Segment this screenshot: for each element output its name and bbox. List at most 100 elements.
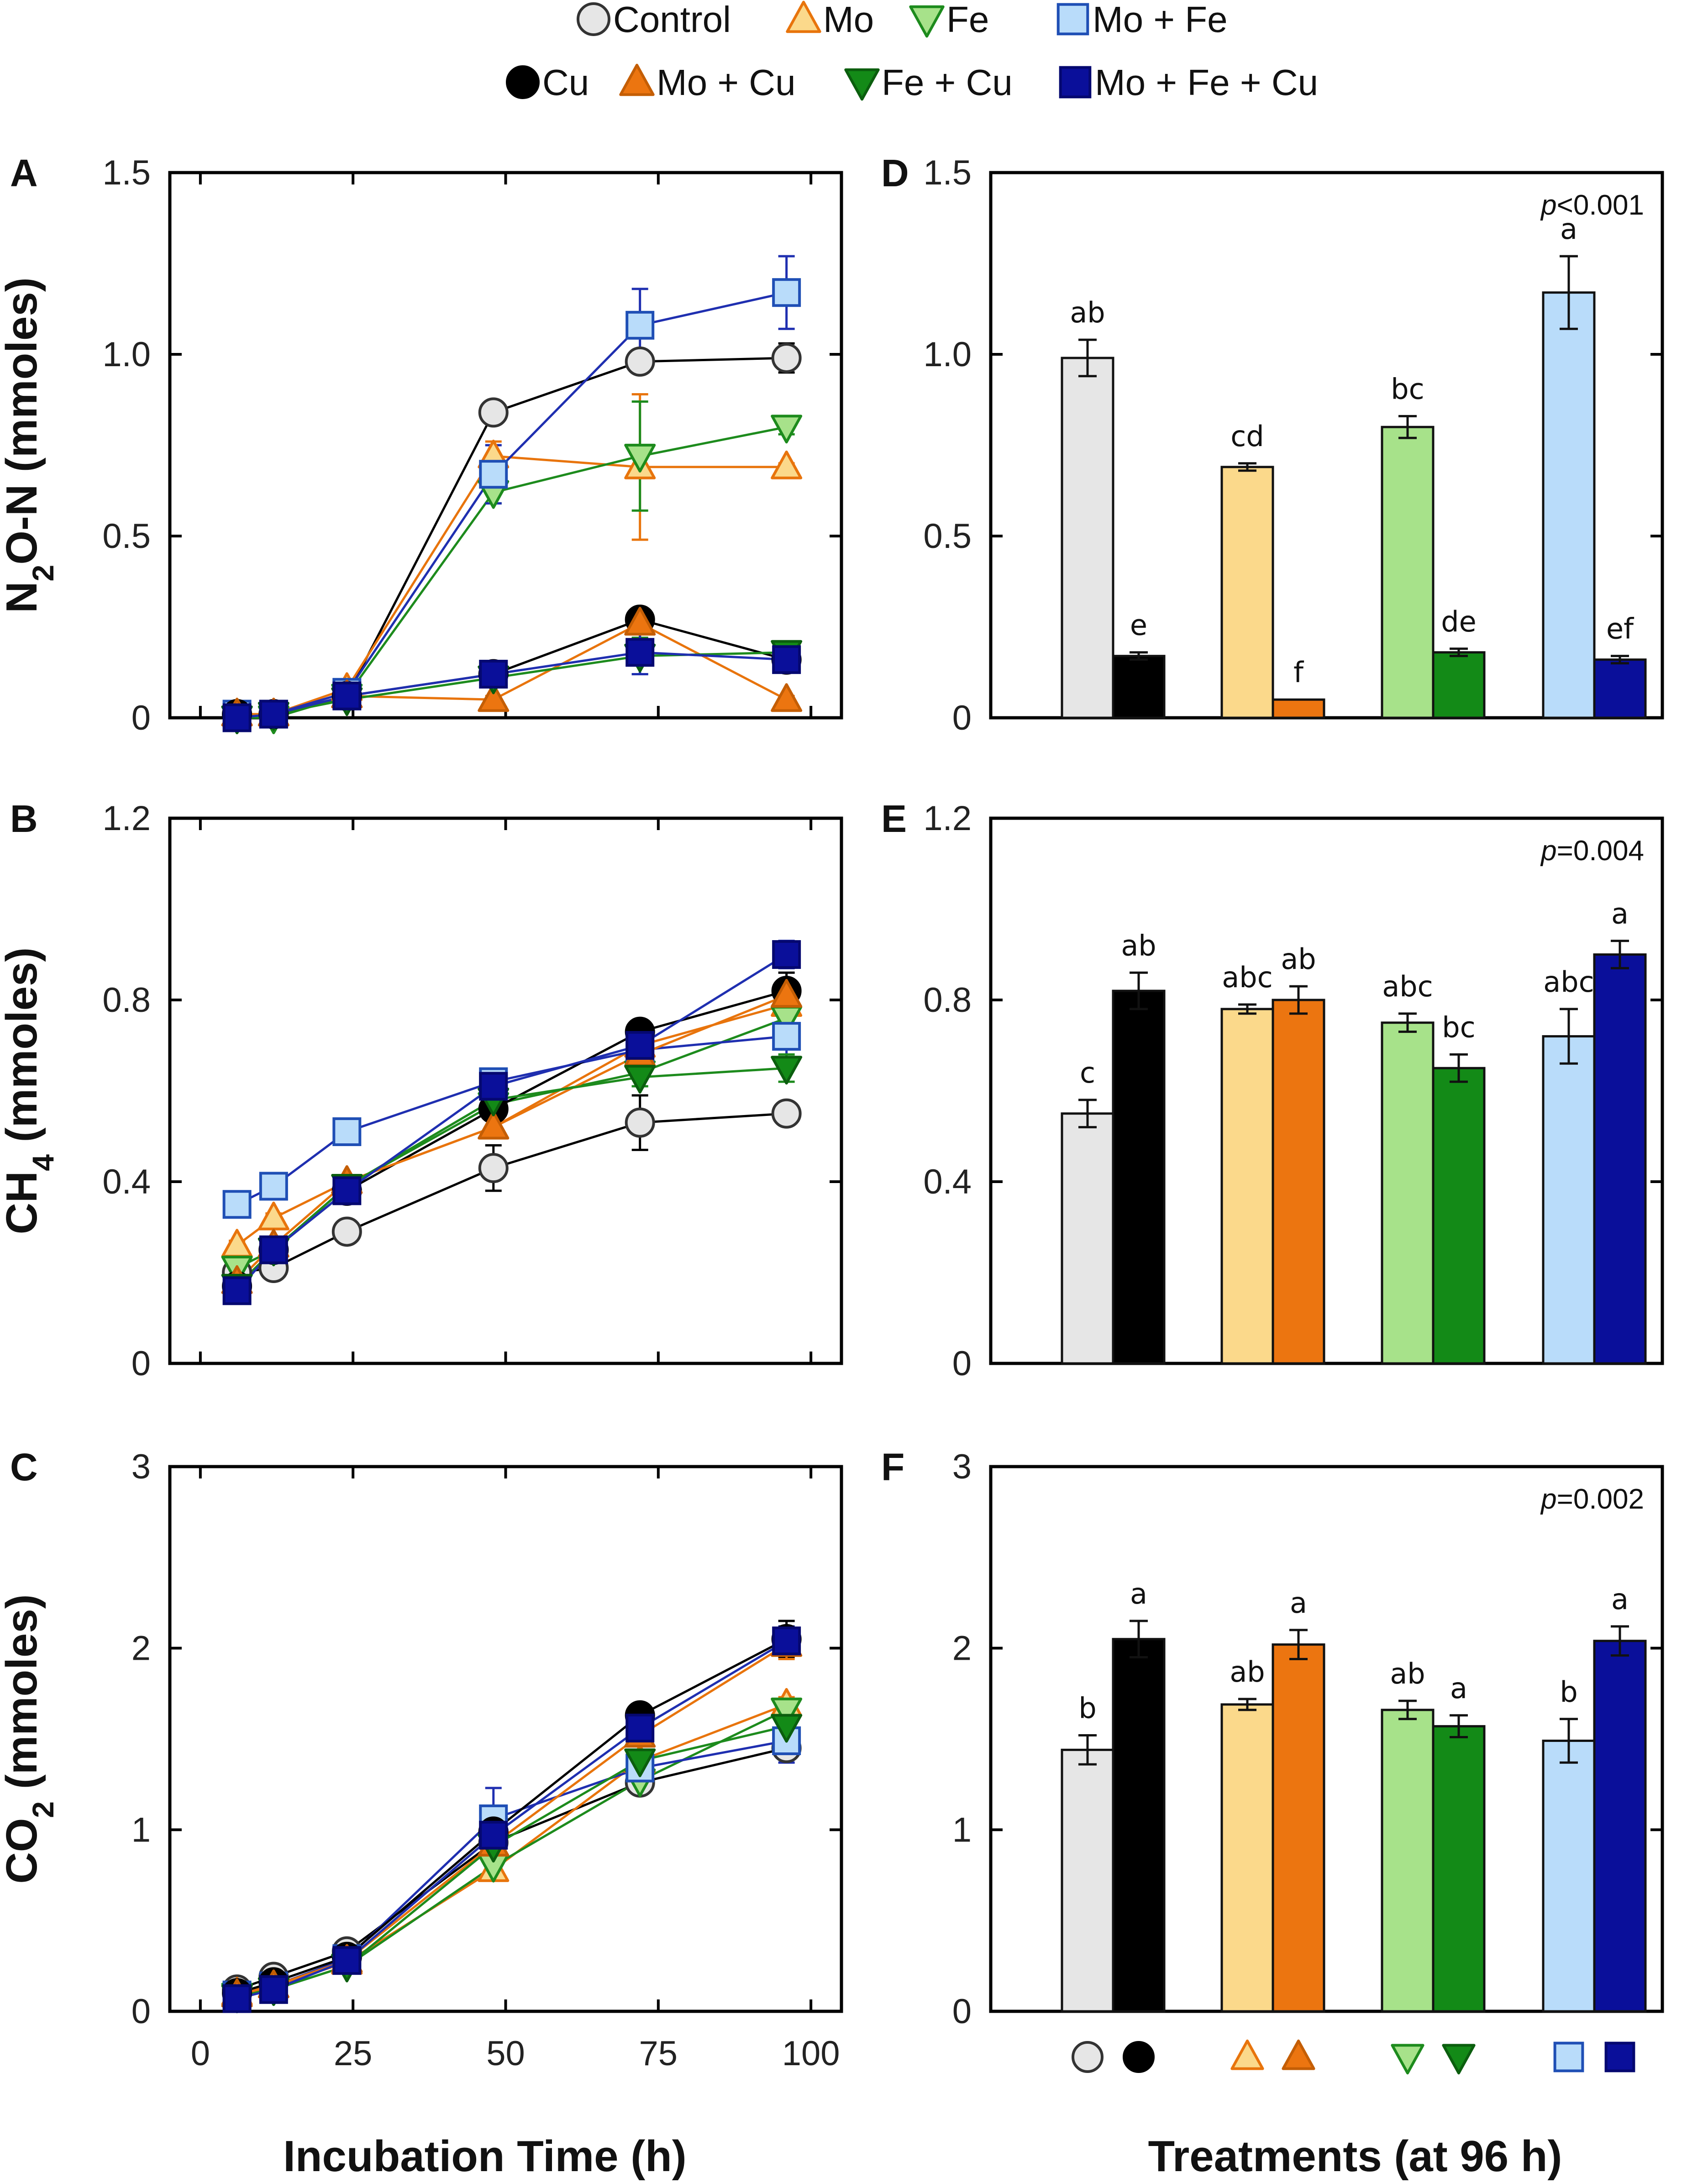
series-line-control bbox=[236, 1746, 787, 1991]
legend-marker-mo bbox=[786, 0, 821, 33]
data-point-fe bbox=[624, 443, 656, 473]
treatment-marker-mo_cu bbox=[1282, 2039, 1315, 2070]
data-point-mo_fe_cu bbox=[332, 1946, 362, 1975]
significance-letter-mo_cu: f bbox=[1293, 656, 1304, 689]
data-point-control bbox=[625, 1107, 655, 1138]
legend-label-control: Control bbox=[613, 0, 731, 40]
bar-control bbox=[1061, 357, 1114, 719]
x-tick-label: 25 bbox=[334, 2034, 373, 2073]
significance-letter-cu: e bbox=[1130, 609, 1147, 642]
data-point-mo_fe_cu bbox=[222, 1276, 252, 1305]
series-line-control bbox=[237, 357, 787, 715]
panel-C-points bbox=[221, 1624, 803, 2014]
series-line-fe bbox=[236, 1017, 787, 1269]
legend-label-mo_cu: Mo + Cu bbox=[657, 62, 796, 103]
significance-letter-mo_fe: a bbox=[1560, 212, 1577, 246]
bar-fe bbox=[1381, 1709, 1435, 2013]
panel-C-ytick-label: 0 bbox=[131, 1992, 151, 2031]
bar-mo_fe bbox=[1542, 291, 1596, 719]
data-point-mo_fe_cu bbox=[772, 940, 801, 969]
data-point-mo_fe_cu bbox=[259, 700, 288, 729]
panel-B-ytick-label: 0 bbox=[131, 1344, 151, 1383]
panel-E-ytick-label: 0 bbox=[952, 1344, 972, 1383]
data-point-mo_fe bbox=[772, 278, 801, 307]
significance-letter-fe: abc bbox=[1382, 970, 1433, 1003]
panel-A-ytick-label: 0.5 bbox=[102, 517, 151, 556]
legend-label-fe_cu: Fe + Cu bbox=[882, 62, 1013, 103]
significance-letter-mo_fe: b bbox=[1560, 1675, 1577, 1709]
panel-F-frame bbox=[989, 1465, 1664, 2013]
significance-letter-control: ab bbox=[1070, 296, 1105, 329]
data-point-mo_cu bbox=[771, 683, 803, 712]
data-point-fe bbox=[771, 415, 803, 444]
panel-D: 0 0.5 1.0 1.5 Dp<0.001 ab e cd f bc de a ef bbox=[881, 152, 1664, 737]
data-point-mo_fe bbox=[479, 460, 508, 489]
legend-marker-fe_cu bbox=[844, 68, 880, 101]
x-axis-label: Incubation Time (h) bbox=[283, 2132, 687, 2181]
data-point-mo_cu bbox=[624, 607, 656, 636]
y-axis-label-B: CH4 (mmoles) bbox=[0, 947, 60, 1235]
legend-marker-fe bbox=[909, 5, 945, 38]
treatment-marker-cu bbox=[1123, 2041, 1155, 2073]
legend: Control Mo Fe Mo + Fe Cu Mo + Cu Fe + Cu Mo + F… bbox=[506, 0, 1318, 103]
treatment-marker-fe_cu bbox=[1442, 2044, 1476, 2075]
panel-A-lines bbox=[229, 255, 795, 723]
panel-label-F: F bbox=[881, 1446, 904, 1489]
data-point-mo_fe_cu bbox=[772, 645, 801, 674]
panel-E-ytick-label: 0.8 bbox=[923, 981, 972, 1020]
significance-letter-mo: ab bbox=[1230, 1655, 1265, 1689]
data-point-fe bbox=[771, 1697, 803, 1726]
significance-letter-mo_fe: abc bbox=[1543, 965, 1594, 999]
significance-letter-mo_cu: ab bbox=[1281, 942, 1316, 976]
bar-mo bbox=[1220, 1703, 1274, 2013]
data-point-mo_fe_cu bbox=[332, 1176, 362, 1205]
bar-fe bbox=[1381, 426, 1435, 719]
data-point-mo bbox=[221, 1229, 253, 1258]
panel-C-ytick-label: 3 bbox=[131, 1447, 151, 1486]
x-tick-label: 100 bbox=[782, 2034, 840, 2073]
data-point-control bbox=[771, 1098, 802, 1129]
panel-A-ytick-label: 0 bbox=[131, 699, 151, 737]
significance-letter-mo_fe_cu: a bbox=[1611, 897, 1629, 931]
series-line-control bbox=[236, 1112, 787, 1274]
panel-D-frame bbox=[989, 171, 1664, 720]
series-line-fe_cu bbox=[236, 651, 787, 719]
bar-cu bbox=[1112, 655, 1166, 719]
panel-label-D: D bbox=[881, 152, 909, 195]
data-point-mo_fe_cu bbox=[772, 1626, 801, 1656]
significance-letter-mo_fe_cu: ef bbox=[1606, 612, 1634, 646]
series-line-mo bbox=[236, 1703, 787, 1994]
bar-fe bbox=[1381, 1021, 1435, 1365]
panel-A-points bbox=[221, 278, 803, 734]
bar-cu bbox=[1112, 1638, 1166, 2013]
significance-letter-fe: bc bbox=[1391, 372, 1424, 405]
panel-E-ytick-label: 1.2 bbox=[923, 799, 972, 838]
legend-label-fe: Fe bbox=[946, 0, 989, 40]
data-point-control bbox=[771, 342, 802, 373]
bar-mo_cu bbox=[1272, 1643, 1325, 2013]
data-point-mo_fe bbox=[332, 1117, 362, 1147]
series-line-mo_fe bbox=[237, 291, 787, 715]
p-value-D: p<0.001 bbox=[1540, 189, 1644, 221]
series-line-cu bbox=[236, 1638, 787, 1994]
data-point-mo_fe_cu bbox=[479, 1072, 508, 1101]
data-point-mo_fe_cu bbox=[625, 1031, 655, 1060]
bar-mo_fe_cu bbox=[1593, 953, 1647, 1365]
panel-C: 0 1 2 3 0 25 50 75 100 C CO2 (mmoles) bbox=[0, 1446, 843, 2073]
bar-cu bbox=[1112, 989, 1166, 1365]
legend-label-mo: Mo bbox=[823, 0, 874, 40]
data-point-control bbox=[625, 346, 655, 377]
p-value-E: p=0.004 bbox=[1540, 835, 1644, 867]
treatment-markers bbox=[1072, 2039, 1635, 2075]
panel-label-B: B bbox=[10, 797, 38, 840]
data-point-mo_fe_cu bbox=[332, 681, 362, 710]
data-point-fe_cu bbox=[624, 1748, 656, 1778]
panel-B-ytick-label: 1.2 bbox=[102, 799, 151, 838]
data-point-mo_cu bbox=[478, 683, 510, 712]
y-axis-label-A: N2O-N (mmoles) bbox=[0, 277, 60, 613]
panel-B: 0 0.4 0.8 1.2 B CH4 (mmoles) bbox=[0, 797, 843, 1383]
significance-letter-mo: abc bbox=[1222, 961, 1272, 994]
